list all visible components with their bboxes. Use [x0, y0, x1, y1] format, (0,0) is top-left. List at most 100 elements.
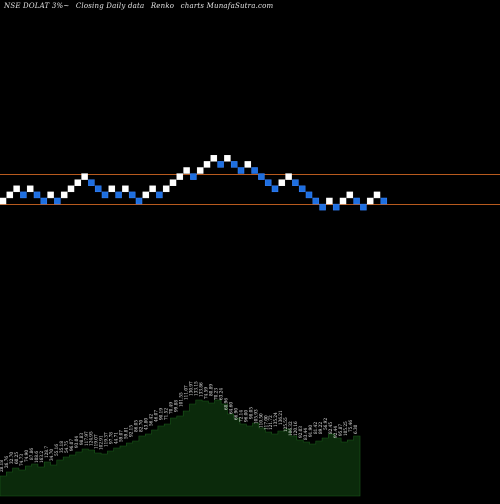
volume-label: 133.15 [194, 381, 199, 396]
renko-brick [271, 185, 279, 193]
renko-brick [203, 161, 211, 168]
renko-brick [373, 191, 381, 199]
renko-brick [217, 161, 224, 168]
renko-brick [135, 197, 143, 205]
renko-brick [81, 173, 88, 180]
volume-label: 56.92 [323, 418, 328, 430]
volume-label: 44.71 [114, 432, 119, 444]
volume-label: 6.30 [353, 424, 358, 434]
volume-label: 56.42 [149, 414, 154, 426]
volume-label: 55.16 [54, 444, 59, 456]
volume-label: 92.03 [298, 426, 303, 438]
volume-label: 117.00 [263, 415, 268, 430]
volume-label: 130.97 [189, 381, 194, 396]
renko-brick [156, 191, 163, 199]
renko-brick [20, 191, 27, 199]
volume-label: 74.73 [19, 454, 24, 466]
volume-label: 86.05 [134, 420, 139, 432]
volume-label: 54.75 [64, 441, 69, 453]
volume-label: 119.37 [104, 432, 109, 447]
title-symbol: NSE DOLAT 3%~ [4, 2, 70, 10]
renko-brick [115, 191, 122, 199]
volume-label: 43.80 [144, 418, 149, 430]
renko-brick [26, 185, 34, 193]
volume-area [0, 399, 361, 497]
renko-brick [169, 179, 177, 186]
title-source: charts MunafaSutra.com [180, 2, 274, 10]
renko-brick [33, 191, 41, 199]
renko-brick [326, 197, 333, 205]
renko-brick [108, 185, 116, 193]
renko-brick [54, 197, 61, 205]
volume-label: 110.50 [258, 413, 263, 428]
renko-brick [224, 155, 231, 162]
volume-label: 121.72 [268, 415, 273, 430]
volume-label: 98.83 [79, 433, 84, 445]
volume-label: 117.97 [84, 431, 89, 446]
volume-label: 70.49 [169, 402, 174, 414]
volume-label: 89.22 [318, 422, 323, 434]
chart-title: NSE DOLAT 3%~ Closing Daily data Renko c… [4, 2, 277, 10]
volume-label: 68.96 [223, 398, 228, 410]
renko-brick [88, 179, 95, 186]
volume-label: 66.90 [233, 408, 238, 420]
renko-brick [190, 173, 197, 180]
volume-label: 32.70 [9, 452, 14, 464]
renko-brick [101, 191, 109, 199]
volume-label: 95.87 [338, 424, 343, 436]
volume-label: 97.78 [109, 432, 114, 444]
renko-brick [6, 191, 14, 199]
volume-label: 163.2 [39, 451, 44, 463]
renko-brick [40, 197, 48, 205]
renko-brick [74, 179, 82, 186]
volume-label: 87.86 [29, 448, 34, 460]
renko-brick [285, 173, 292, 180]
volume-label: 72.14 [238, 410, 243, 422]
volume-label: 59.81 [124, 427, 129, 439]
volume-label: 75.46 [348, 420, 353, 432]
volume-label: 64.60 [228, 402, 233, 414]
renko-brick [319, 203, 326, 211]
volume-label: 119.07 [94, 434, 99, 449]
volume-label: 102.91 [99, 435, 104, 450]
renko-brick [251, 167, 258, 174]
volume-label: 71.52 [164, 408, 169, 420]
renko-brick [339, 197, 347, 205]
volume-label: 74.59 [203, 387, 208, 399]
volume-label: 81.42 [313, 422, 318, 434]
title-chart-type: Renko [150, 2, 175, 10]
renko-brick [0, 197, 7, 205]
renko-brick [67, 185, 75, 193]
volume-label: 92.15 [129, 425, 134, 437]
renko-brick [47, 191, 54, 199]
renko-brick [366, 197, 374, 205]
renko-brick [312, 197, 320, 205]
renko-brick [292, 179, 299, 186]
volume-label: 46.07 [154, 410, 159, 422]
volume-label: 96.00 [243, 410, 248, 422]
volume-label: 101.55 [179, 392, 184, 407]
renko-brick [196, 167, 204, 174]
renko-brick [142, 191, 150, 199]
volume-label: 98.05 [248, 407, 253, 419]
renko-brick [210, 155, 218, 162]
renko-brick [237, 167, 245, 174]
volume-label: 82.45 [328, 422, 333, 434]
volume-label: 106.32 [288, 421, 293, 436]
renko-brick [13, 185, 20, 193]
volume-label: 96.07 [69, 439, 74, 451]
volume-label: 80.89 [208, 384, 213, 396]
renko-brick [162, 185, 170, 193]
volume-label: 105.25 [343, 421, 348, 436]
renko-brick [258, 173, 265, 180]
renko-brick [346, 191, 354, 199]
renko-brick [122, 185, 129, 193]
renko-brick [230, 161, 238, 168]
volume-label: 125.55 [283, 417, 288, 432]
renko-brick [94, 185, 102, 193]
renko-brick [264, 179, 272, 186]
volume-label: 91.90 [308, 425, 313, 437]
renko-brick [128, 191, 136, 199]
renko-brick [353, 197, 360, 205]
